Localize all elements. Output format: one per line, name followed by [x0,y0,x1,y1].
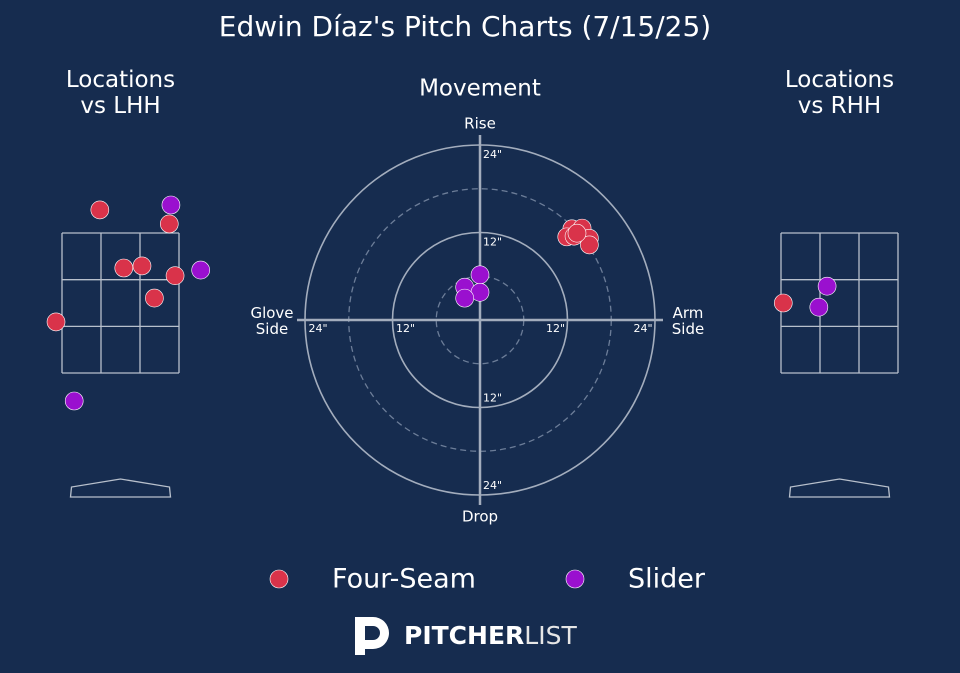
home-plate [69,478,172,498]
ring-label: 12" [396,322,415,335]
pitch-point [46,312,66,332]
pitch-point [817,276,837,296]
logo-mark [355,617,389,655]
pitch-point [191,260,210,280]
pitch-point [159,214,179,234]
pitch-point [114,258,134,278]
ring-label: 24" [483,479,502,492]
pitch-point [132,256,152,276]
logo-text: PITCHERLIST [404,621,577,650]
panel-title: Locations vs RHH [785,67,894,119]
pitch-point [161,195,181,215]
pitch-point [455,288,474,308]
ring-label: 12" [546,322,565,335]
legend-marker [565,569,585,589]
legend-label: Four-Seam [332,564,476,595]
pitch-point [567,223,587,243]
ring-label: 24" [483,148,502,161]
panel-title: Locations vs LHH [66,67,175,119]
pitch-point [773,293,793,313]
ring-label: 12" [483,236,502,249]
pitch-point [145,288,164,308]
chart-title: Edwin Díaz's Pitch Charts (7/15/25) [219,10,711,43]
ring-label: 24" [633,322,652,335]
axis-label: Glove Side [250,304,293,338]
ring-label: 12" [483,392,502,405]
axis-label: Rise [464,115,496,133]
axis-label: Arm Side [672,304,704,338]
axis-label: Drop [462,508,498,526]
logo-icon [355,617,389,655]
home-plate [788,478,891,498]
logo-bold: PITCHER [404,621,524,650]
pitch-point [165,266,185,286]
ring-label: 24" [308,322,327,335]
legend-marker [269,569,289,589]
legend-label: Slider [628,564,706,595]
panel-title: Movement [419,76,541,102]
logo-light: LIST [524,621,577,650]
pitch-point [90,200,110,220]
pitch-point [470,265,490,285]
pitch-point [809,297,829,317]
pitch-point [64,391,84,411]
pitch-point [580,235,599,255]
